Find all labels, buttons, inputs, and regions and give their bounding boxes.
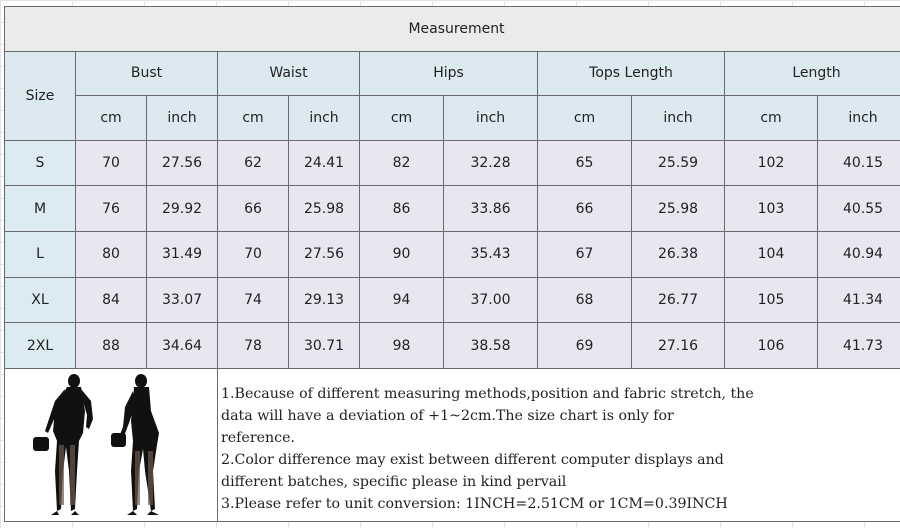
- size-cell: M: [4, 185, 76, 232]
- value-cell: 27.16: [631, 322, 725, 369]
- length-header: Length: [723, 50, 900, 97]
- value-cell: 102: [724, 139, 818, 187]
- value-cell: 38.58: [443, 322, 538, 369]
- value-cell: 32.28: [443, 139, 538, 187]
- hips-cm-unit: cm: [359, 95, 444, 141]
- value-cell: 74: [217, 276, 289, 324]
- table-row: L 80 31.49 70 27.56 90 35.43 67 26.38 10…: [4, 231, 900, 278]
- value-cell: 25.59: [631, 139, 725, 187]
- value-cell: 68: [537, 276, 632, 324]
- value-cell: 25.98: [288, 185, 360, 232]
- value-cell: 106: [724, 322, 818, 369]
- value-cell: 98: [359, 322, 444, 369]
- value-cell: 62: [217, 139, 289, 187]
- size-cell: XL: [4, 276, 76, 324]
- value-cell: 34.64: [146, 322, 218, 369]
- value-cell: 65: [537, 139, 632, 187]
- note-line: 3.Please refer to unit conversion: 1INCH…: [221, 495, 728, 512]
- value-cell: 103: [724, 185, 818, 232]
- value-cell: 31.49: [146, 231, 218, 278]
- jumpsuit-model-illustration: [33, 373, 159, 515]
- value-cell: 76: [75, 185, 147, 232]
- value-cell: 94: [359, 276, 444, 324]
- value-cell: 69: [537, 322, 632, 369]
- value-cell: 66: [217, 185, 289, 232]
- note-line: data will have a deviation of +1~2cm.The…: [221, 407, 674, 424]
- value-cell: 41.73: [816, 322, 900, 369]
- value-cell: 80: [75, 231, 147, 278]
- value-cell: 66: [537, 185, 632, 232]
- size-notes: 1.Because of different measuring methods…: [216, 367, 900, 523]
- waist-header: Waist: [217, 50, 360, 97]
- waist-inch-unit: inch: [288, 95, 360, 141]
- value-cell: 27.56: [146, 139, 218, 187]
- hips-header: Hips: [359, 50, 538, 97]
- size-cell: L: [4, 231, 76, 278]
- tops-length-inch-unit: inch: [631, 95, 725, 141]
- table-row: 2XL 88 34.64 78 30.71 98 38.58 69 27.16 …: [4, 322, 900, 369]
- value-cell: 90: [359, 231, 444, 278]
- table-row: XL 84 33.07 74 29.13 94 37.00 68 26.77 1…: [4, 276, 900, 324]
- value-cell: 33.86: [443, 185, 538, 232]
- value-cell: 104: [724, 231, 818, 278]
- table-row: S 70 27.56 62 24.41 82 32.28 65 25.59 10…: [4, 139, 900, 187]
- hips-inch-unit: inch: [443, 95, 538, 141]
- value-cell: 40.94: [816, 231, 900, 278]
- tops-length-cm-unit: cm: [537, 95, 632, 141]
- value-cell: 37.00: [443, 276, 538, 324]
- value-cell: 33.07: [146, 276, 218, 324]
- size-chart-table: Measurement Size Bust Waist Hips Tops Le…: [3, 6, 900, 523]
- table-title: Measurement: [3, 6, 900, 52]
- waist-cm-unit: cm: [217, 95, 289, 141]
- table-row: M 76 29.92 66 25.98 86 33.86 66 25.98 10…: [4, 185, 900, 232]
- bust-inch-unit: inch: [146, 95, 218, 141]
- value-cell: 30.71: [288, 322, 360, 369]
- size-column-header: Size: [4, 50, 76, 141]
- length-cm-unit: cm: [724, 95, 818, 141]
- bust-cm-unit: cm: [75, 95, 147, 141]
- value-cell: 105: [724, 276, 818, 324]
- value-cell: 78: [217, 322, 289, 369]
- value-cell: 86: [359, 185, 444, 232]
- value-cell: 40.15: [816, 139, 900, 187]
- value-cell: 40.55: [816, 185, 900, 232]
- value-cell: 25.98: [631, 185, 725, 232]
- value-cell: 29.13: [288, 276, 360, 324]
- value-cell: 29.92: [146, 185, 218, 232]
- bust-header: Bust: [75, 50, 218, 97]
- length-inch-unit: inch: [816, 95, 900, 141]
- value-cell: 35.43: [443, 231, 538, 278]
- value-cell: 27.56: [288, 231, 360, 278]
- note-line: 2.Color difference may exist between dif…: [221, 451, 724, 468]
- product-photo: [19, 370, 199, 517]
- value-cell: 84: [75, 276, 147, 324]
- value-cell: 41.34: [816, 276, 900, 324]
- note-line: reference.: [221, 429, 295, 446]
- size-cell: 2XL: [4, 322, 76, 369]
- product-photo-cell: [4, 367, 218, 523]
- value-cell: 70: [75, 139, 147, 187]
- note-line: 1.Because of different measuring methods…: [221, 385, 754, 402]
- value-cell: 24.41: [288, 139, 360, 187]
- note-line: different batches, specific please in ki…: [221, 473, 567, 490]
- tops-length-header: Tops Length: [537, 50, 725, 97]
- value-cell: 70: [217, 231, 289, 278]
- value-cell: 88: [75, 322, 147, 369]
- value-cell: 67: [537, 231, 632, 278]
- size-cell: S: [4, 139, 76, 187]
- value-cell: 26.38: [631, 231, 725, 278]
- value-cell: 82: [359, 139, 444, 187]
- value-cell: 26.77: [631, 276, 725, 324]
